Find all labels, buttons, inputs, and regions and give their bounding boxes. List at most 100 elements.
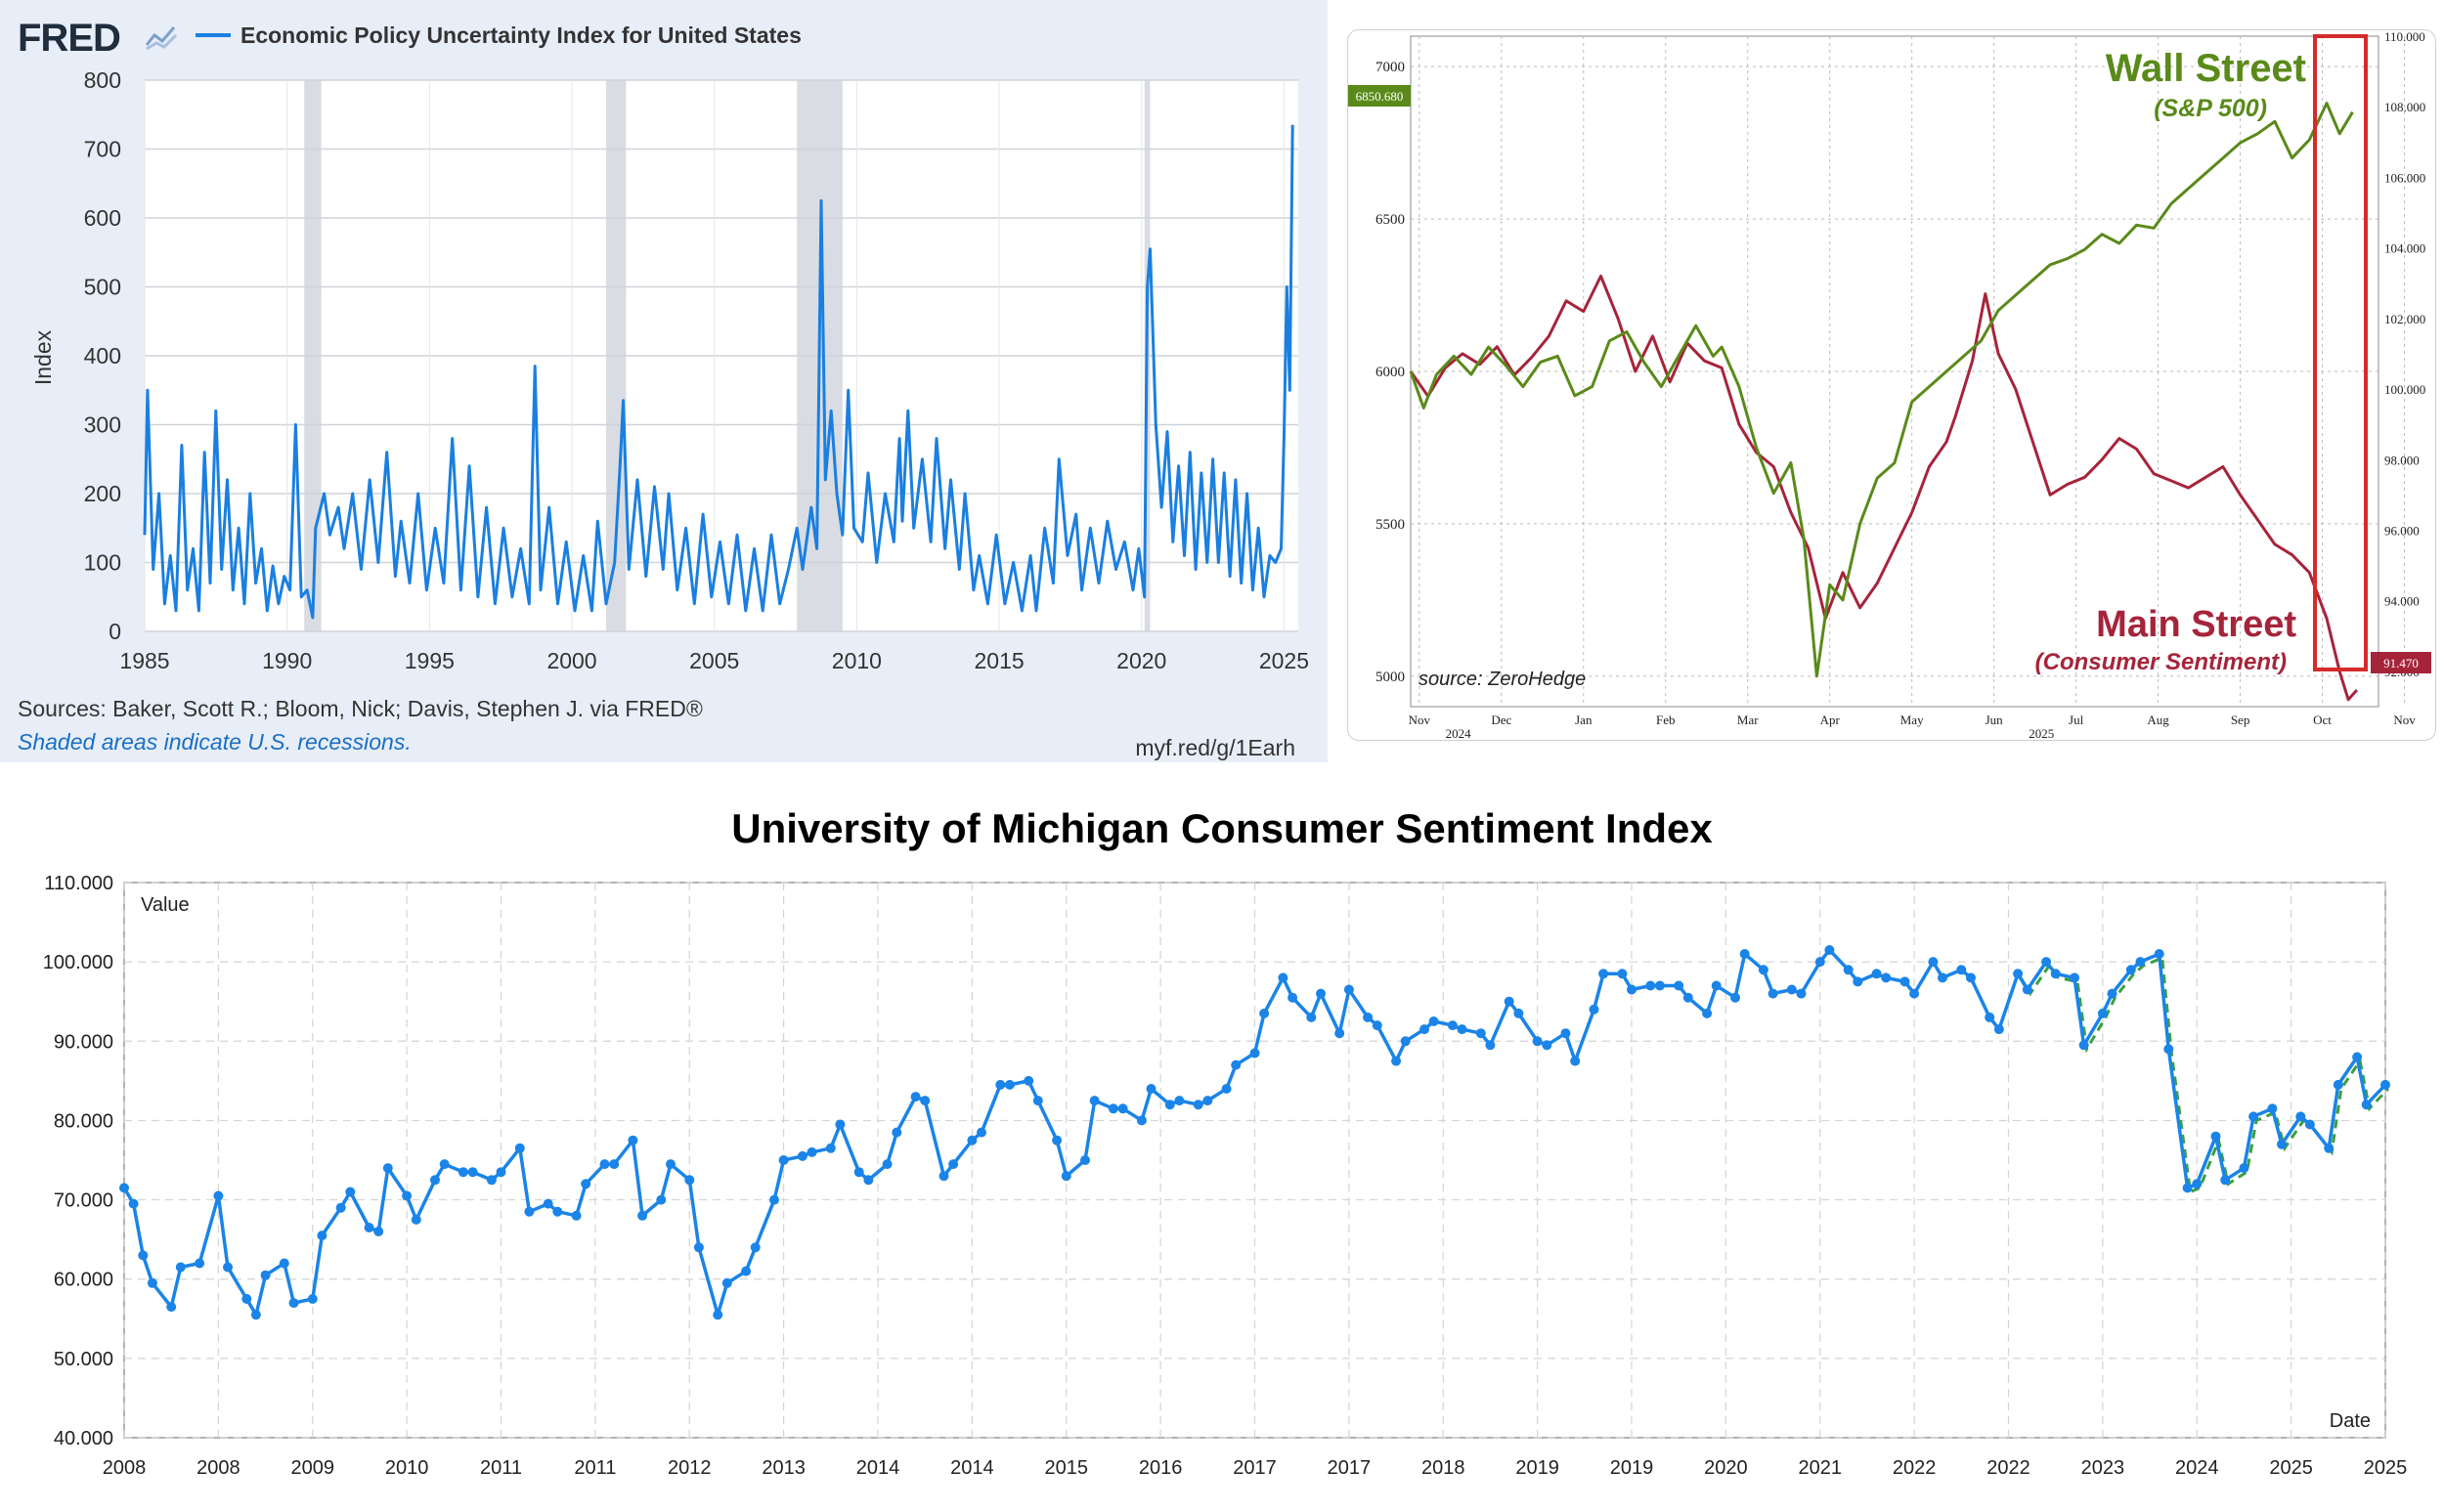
data-point: [910, 1092, 921, 1102]
x-tick-label: 1985: [119, 648, 169, 673]
data-point: [1400, 1036, 1411, 1047]
data-point: [684, 1175, 695, 1186]
data-point: [1372, 1020, 1382, 1031]
x-axis-ticks: 1985 1990 1995 2000 2005 2010 2015 2020 2025: [119, 648, 1309, 673]
data-point: [693, 1242, 704, 1253]
x-tick-label: 2022: [1986, 1457, 2030, 1479]
data-point: [364, 1223, 374, 1232]
data-point: [666, 1159, 676, 1170]
x-tick-label: 2013: [762, 1457, 806, 1479]
data-point: [543, 1198, 553, 1209]
data-point: [317, 1231, 327, 1241]
x-tick-label: 2008: [103, 1457, 147, 1479]
right-tick-label: 110.000: [2384, 30, 2425, 44]
data-point: [1674, 980, 1684, 991]
x-axis-ticks: Nov Dec Jan Feb Mar Apr May Jun Jul Aug Sep Oct Nov 2…: [1409, 713, 2417, 740]
x-tick-label: 2015: [1045, 1457, 1089, 1479]
data-point: [2333, 1079, 2343, 1090]
data-point: [1504, 996, 1514, 1007]
data-point: [2013, 969, 2024, 979]
x-tick-label: 2022: [1893, 1457, 1937, 1479]
x-tick-label: 2010: [385, 1457, 429, 1479]
y-tick-label: 60.000: [54, 1270, 113, 1291]
series-line-main-street: [1409, 275, 2359, 702]
x-tick-label: 2011: [480, 1457, 522, 1479]
data-point: [1278, 972, 1288, 983]
umich-sentiment-chart: University of Michigan Consumer Sentimen…: [43, 805, 2408, 1479]
data-point: [411, 1214, 421, 1225]
y-tick-label: 110.000: [44, 873, 113, 894]
x-tick-label: 2025: [1259, 648, 1309, 673]
x-tick-label: 2019: [1610, 1457, 1654, 1479]
data-point: [825, 1143, 836, 1153]
short-link[interactable]: myf.red/g/1Earh: [1135, 735, 1295, 760]
left-tick-label: 5500: [1375, 517, 1405, 533]
data-point: [1899, 976, 1910, 987]
data-point: [882, 1159, 893, 1170]
data-point: [2361, 1100, 2372, 1110]
data-point: [524, 1206, 535, 1217]
y-axis-label: Index: [30, 329, 56, 385]
x-tick-label: Nov: [2393, 713, 2416, 727]
data-point: [1627, 984, 1637, 995]
right-tick-label: 96.000: [2384, 523, 2420, 538]
y-tick-label: 600: [84, 205, 121, 231]
last-value-left-badge: 6850.680: [1348, 85, 1411, 107]
x-tick-label: Feb: [1656, 713, 1676, 727]
data-point: [628, 1135, 638, 1145]
data-point: [1136, 1115, 1147, 1126]
data-point: [1881, 972, 1892, 983]
x-tick-label: Jun: [1986, 713, 2004, 727]
data-point: [1485, 1040, 1496, 1051]
x-tick-label: 2009: [291, 1457, 335, 1479]
y-tick-label: 0: [109, 619, 121, 644]
data-point: [439, 1159, 450, 1170]
data-point: [288, 1298, 299, 1309]
data-point: [260, 1270, 271, 1280]
data-point: [1221, 1084, 1232, 1094]
data-point: [2050, 969, 2061, 979]
right-tick-label: 106.000: [2384, 170, 2425, 185]
left-tick-label: 6000: [1375, 365, 1405, 380]
data-point: [977, 1127, 986, 1138]
data-point: [656, 1194, 667, 1205]
x-axis-label: Date: [2330, 1410, 2371, 1432]
data-point: [1532, 1036, 1543, 1047]
x-tick-label: 2021: [1799, 1457, 1843, 1479]
data-point: [1589, 1004, 1599, 1015]
data-point: [920, 1096, 931, 1106]
data-point: [2324, 1143, 2335, 1153]
data-point: [1843, 965, 1854, 975]
data-point: [1993, 1024, 2004, 1035]
data-point: [345, 1187, 356, 1197]
data-point: [1117, 1103, 1128, 1114]
y-tick-label: 200: [84, 481, 121, 506]
data-point: [119, 1183, 129, 1193]
x-tick-label: 2024: [2175, 1457, 2219, 1479]
fred-logo: FRED: [18, 17, 120, 60]
x-tick-label: 2008: [196, 1457, 240, 1479]
data-point: [1570, 1056, 1581, 1066]
source-text: source: ZeroHedge: [1418, 669, 1586, 690]
data-point: [637, 1210, 648, 1221]
data-point: [1363, 1012, 1374, 1022]
data-point: [147, 1277, 157, 1288]
series-line-epu: [143, 124, 1294, 620]
x-tick-label: Aug: [2147, 713, 2169, 727]
left-tick-label: 5000: [1375, 670, 1405, 685]
data-point: [1231, 1059, 1242, 1070]
data-point: [458, 1167, 468, 1178]
recession-note[interactable]: Shaded areas indicate U.S. recessions.: [18, 729, 412, 755]
data-point: [1598, 969, 1609, 979]
x-tick-label: 2005: [689, 648, 739, 673]
data-point: [2078, 1040, 2089, 1051]
x-tick-label: 2018: [1421, 1457, 1465, 1479]
data-point: [2352, 1052, 2363, 1062]
right-tick-label: 98.000: [2384, 453, 2420, 467]
y-tick-label: 70.000: [54, 1190, 113, 1212]
right-tick-label: 100.000: [2384, 382, 2425, 397]
data-point: [241, 1294, 252, 1304]
data-point: [1938, 972, 1947, 983]
x-tick-label: 2020: [1116, 648, 1166, 673]
data-point: [486, 1175, 497, 1186]
